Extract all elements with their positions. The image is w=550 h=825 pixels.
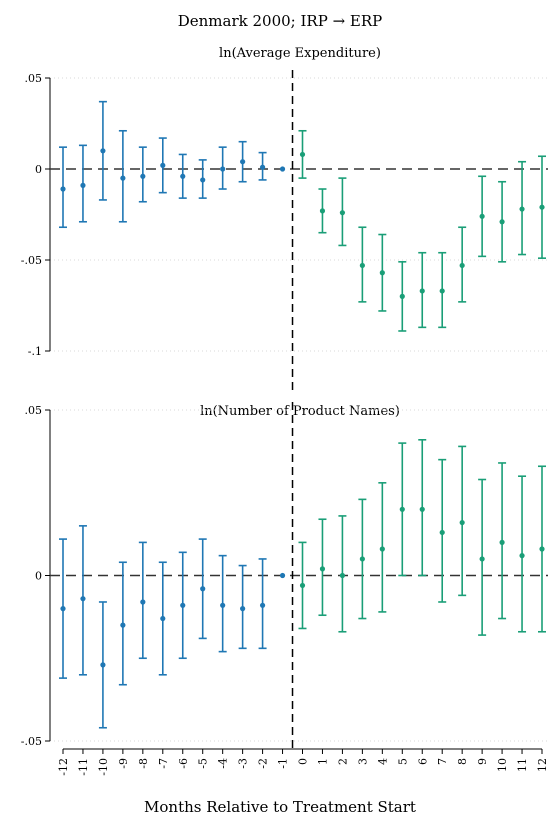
estimate-point: [200, 586, 206, 592]
estimate-point: [220, 602, 226, 608]
estimate-point: [120, 175, 126, 181]
estimate-point: [180, 173, 186, 179]
estimate-point: [160, 162, 166, 168]
estimate-point: [60, 186, 66, 192]
estimate-point: [299, 151, 306, 158]
estimate-point: [180, 602, 186, 608]
y-tick-label: .05: [25, 404, 43, 417]
x-tick-label: -2: [257, 758, 270, 769]
panel-1-plot: .05 0 -.05 -.1: [21, 70, 548, 390]
x-tick-label: 9: [476, 758, 489, 765]
y-tick-label: -.05: [21, 254, 42, 267]
estimate-point: [479, 556, 485, 562]
figure-title: Denmark 2000; IRP → ERP: [178, 12, 383, 30]
estimate-point: [519, 553, 525, 559]
x-tick-label: 4: [376, 758, 389, 765]
estimate-point: [100, 662, 106, 668]
estimate-point: [100, 148, 106, 154]
x-tick-label: 12: [536, 758, 549, 772]
y-tick-label: .05: [25, 72, 43, 85]
estimate-point: [439, 288, 445, 294]
estimate-point: [379, 546, 385, 552]
estimate-point: [519, 206, 525, 212]
estimate-point: [140, 173, 146, 179]
estimate-point: [459, 519, 465, 526]
x-tick-label: 8: [456, 758, 469, 765]
x-tick-label: -10: [97, 758, 110, 776]
x-tick-label: 1: [316, 758, 329, 765]
estimate-point: [279, 166, 286, 172]
x-axis-label: Months Relative to Treatment Start: [144, 798, 416, 816]
panel-2-title: ln(Number of Product Names): [200, 404, 400, 419]
x-tick-label: -7: [157, 758, 170, 769]
x-tick-label: 2: [336, 758, 349, 765]
x-tick-label: -12: [57, 758, 70, 776]
x-tick-label: -1: [277, 758, 290, 769]
y-tick-label: 0: [35, 570, 42, 583]
estimate-point: [259, 602, 266, 608]
x-tick-label: -9: [117, 758, 130, 769]
estimate-point: [339, 572, 346, 579]
estimate-point: [499, 219, 505, 225]
estimate-point: [479, 213, 485, 219]
estimate-point: [459, 262, 465, 269]
x-tick-label: -4: [217, 758, 230, 769]
x-tick-label: -5: [197, 758, 210, 769]
estimate-point: [539, 204, 545, 210]
estimate-point: [359, 556, 365, 562]
estimate-point: [160, 615, 166, 622]
estimate-point: [539, 546, 545, 552]
estimate-point: [339, 210, 346, 216]
x-tick-label: 6: [416, 758, 429, 765]
estimate-point: [419, 506, 425, 512]
estimate-point: [80, 596, 86, 602]
panel-1-title: ln(Average Expenditure): [219, 46, 381, 61]
y-tick-label: 0: [35, 163, 42, 176]
x-tick-label: 3: [356, 758, 369, 765]
x-tick-label: 0: [297, 758, 310, 765]
estimate-point: [499, 539, 505, 546]
panel-2-plot: .05 0 -.05: [21, 402, 548, 750]
estimate-point: [319, 208, 326, 214]
estimate-point: [60, 606, 66, 612]
estimate-point: [80, 182, 86, 188]
x-tick-label: 5: [396, 758, 409, 765]
y-tick-label: -.05: [21, 735, 42, 748]
estimate-point: [259, 164, 266, 170]
estimate-point: [220, 166, 226, 172]
estimate-point: [419, 288, 425, 294]
estimate-point: [439, 529, 445, 536]
y-tick-label: -.1: [28, 345, 42, 358]
estimate-point: [359, 262, 365, 269]
x-tick-label: 10: [496, 758, 509, 772]
estimate-point: [319, 566, 326, 572]
estimate-point: [379, 270, 385, 276]
estimate-point: [299, 582, 306, 589]
estimate-point: [240, 159, 246, 165]
estimate-point: [399, 506, 405, 512]
estimate-point: [200, 177, 206, 183]
x-tick-label: -8: [137, 758, 150, 769]
estimate-point: [399, 293, 405, 299]
x-tick-label: -3: [237, 758, 250, 769]
x-tick-label: 7: [436, 758, 449, 765]
x-tick-label: 11: [516, 758, 529, 772]
x-tick-label: -6: [177, 758, 190, 769]
x-tick-label: -11: [77, 758, 90, 776]
estimate-point: [140, 599, 146, 605]
estimate-point: [240, 606, 246, 612]
x-axis: -12 -11 -10 -9 -8 -7 -6 -5 -4 -3 -2 -1 0 1 2 3 4 5 6 7 8 9 10 1…: [57, 748, 549, 776]
estimate-point: [279, 572, 286, 579]
estimate-point: [120, 622, 126, 628]
